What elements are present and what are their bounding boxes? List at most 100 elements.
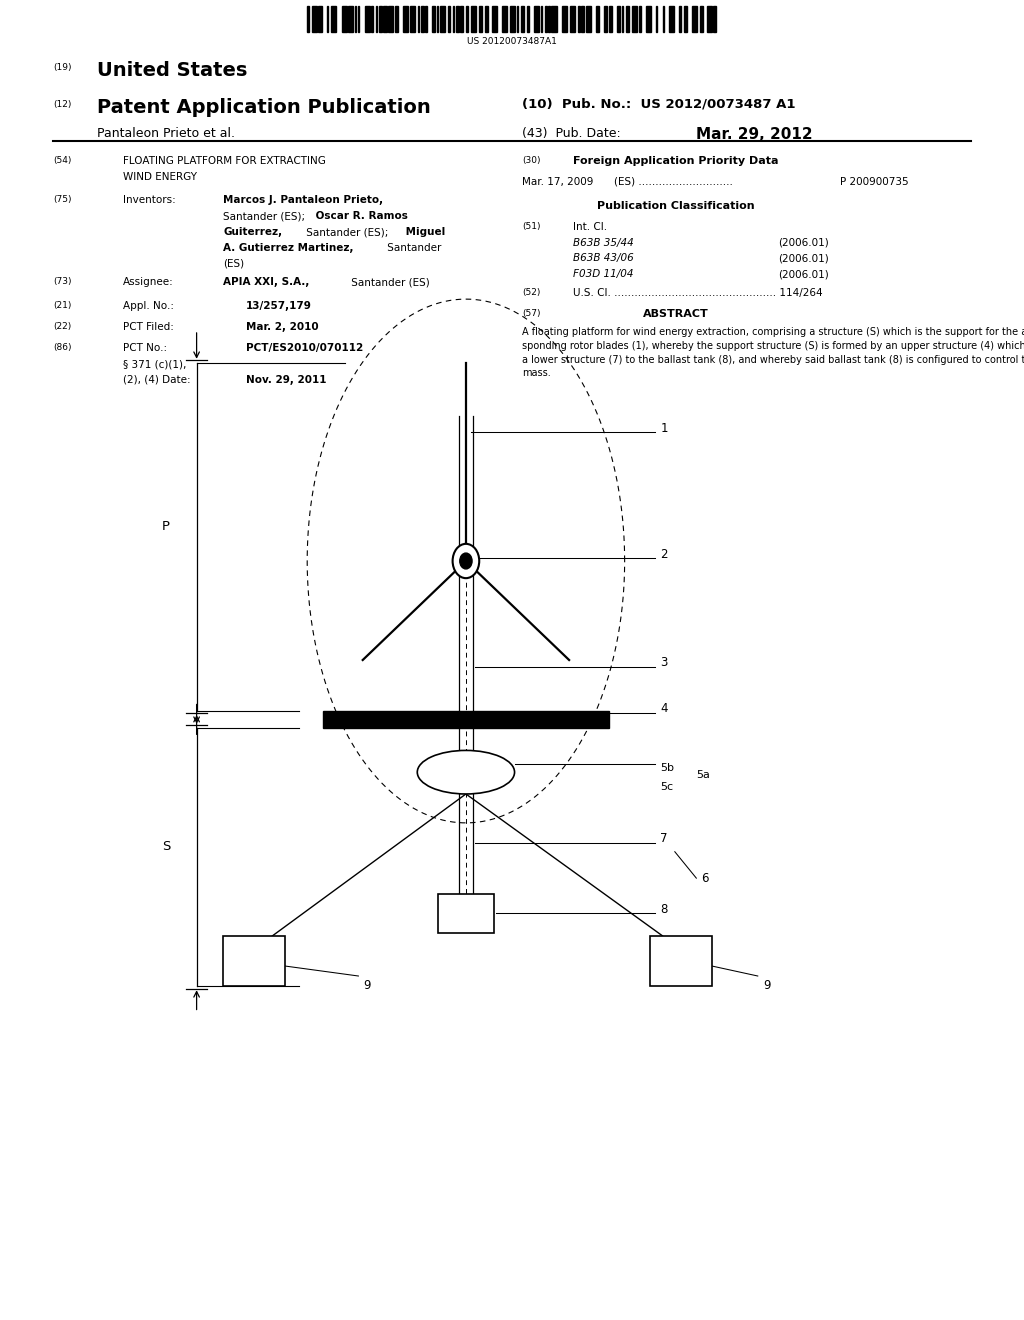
Text: (10)  Pub. No.:  US 2012/0073487 A1: (10) Pub. No.: US 2012/0073487 A1 (522, 98, 796, 111)
Bar (596, 5, 599, 32)
Bar (461, 5, 464, 32)
Ellipse shape (418, 750, 515, 795)
Bar (517, 5, 518, 32)
Bar (541, 5, 542, 32)
Text: Assignee:: Assignee: (123, 277, 174, 288)
Text: P 200900735: P 200900735 (840, 177, 908, 187)
Text: ABSTRACT: ABSTRACT (643, 309, 709, 319)
Bar (421, 5, 424, 32)
Text: S: S (162, 840, 170, 853)
Text: (19): (19) (53, 63, 72, 73)
Text: (ES): (ES) (223, 259, 245, 269)
Bar (332, 5, 336, 32)
Text: § 371 (c)(1),: § 371 (c)(1), (123, 359, 186, 370)
Bar (608, 5, 611, 32)
Text: Oscar R. Ramos: Oscar R. Ramos (312, 211, 409, 222)
Text: US 20120073487A1: US 20120073487A1 (467, 37, 557, 46)
Bar (492, 5, 497, 32)
Text: Patent Application Publication: Patent Application Publication (97, 98, 431, 116)
Text: (2), (4) Date:: (2), (4) Date: (123, 375, 190, 385)
Bar (453, 5, 455, 32)
Text: Santander (ES);: Santander (ES); (223, 211, 305, 222)
Bar (502, 5, 507, 32)
Bar (569, 5, 574, 32)
Bar (707, 5, 712, 32)
Bar (384, 5, 387, 32)
Bar (645, 5, 650, 32)
Bar (311, 5, 317, 32)
Text: 1: 1 (660, 422, 668, 434)
Text: Santander: Santander (384, 243, 441, 253)
Text: PCT No.:: PCT No.: (123, 343, 167, 354)
Bar (395, 5, 398, 32)
Bar (418, 5, 420, 32)
Bar (650, 936, 712, 986)
Bar (521, 5, 524, 32)
Text: (2006.01): (2006.01) (778, 269, 829, 280)
Bar (622, 5, 623, 32)
Bar (581, 5, 584, 32)
Text: Publication Classification: Publication Classification (597, 201, 755, 211)
Circle shape (460, 553, 472, 569)
Bar (551, 5, 556, 32)
Text: Guiterrez,: Guiterrez, (223, 227, 283, 238)
Text: Inventors:: Inventors: (123, 195, 176, 206)
Text: A. Gutierrez Martinez,: A. Gutierrez Martinez, (223, 243, 353, 253)
Bar (379, 5, 382, 32)
Bar (437, 5, 438, 32)
Text: (57): (57) (522, 309, 541, 318)
Bar (376, 5, 378, 32)
Text: PCT Filed:: PCT Filed: (123, 322, 174, 333)
Text: B63B 35/44: B63B 35/44 (573, 238, 634, 248)
Text: (73): (73) (53, 277, 72, 286)
Text: U.S. Cl. ................................................ 114/264: U.S. Cl. ...............................… (573, 288, 823, 298)
Bar (548, 5, 550, 32)
Bar (372, 5, 373, 32)
Text: 5a: 5a (696, 770, 711, 780)
Bar (578, 5, 580, 32)
Bar (327, 5, 328, 32)
Text: 7: 7 (660, 833, 668, 845)
Bar (692, 5, 697, 32)
Bar (318, 5, 322, 32)
Bar (485, 5, 488, 32)
Text: 4: 4 (660, 702, 668, 715)
Bar (348, 5, 353, 32)
Text: 9: 9 (763, 978, 770, 991)
Bar (510, 5, 515, 32)
Bar (223, 936, 285, 986)
Bar (410, 5, 415, 32)
Circle shape (453, 544, 479, 578)
Bar (535, 5, 539, 32)
Text: (51): (51) (522, 222, 541, 231)
Text: (86): (86) (53, 343, 72, 352)
Text: 8: 8 (660, 903, 668, 916)
Text: Marcos J. Pantaleon Prieto,: Marcos J. Pantaleon Prieto, (223, 195, 383, 206)
Text: FLOATING PLATFORM FOR EXTRACTING: FLOATING PLATFORM FOR EXTRACTING (123, 156, 326, 166)
Bar (655, 5, 657, 32)
Text: 9: 9 (364, 978, 371, 991)
Text: Santander (ES): Santander (ES) (348, 277, 430, 288)
Bar (323, 710, 609, 729)
Text: WIND ENERGY: WIND ENERGY (123, 172, 197, 182)
Text: Int. Cl.: Int. Cl. (573, 222, 607, 232)
Bar (365, 5, 370, 32)
Text: Nov. 29, 2011: Nov. 29, 2011 (246, 375, 327, 385)
Bar (679, 5, 681, 32)
Text: (75): (75) (53, 195, 72, 205)
Bar (449, 5, 450, 32)
Text: F03D 11/04: F03D 11/04 (573, 269, 634, 280)
Bar (471, 5, 476, 32)
Bar (639, 5, 640, 32)
Bar (440, 5, 445, 32)
Bar (358, 5, 359, 32)
Text: B63B 43/06: B63B 43/06 (573, 253, 634, 264)
Text: APIA XXI, S.A.,: APIA XXI, S.A., (223, 277, 309, 288)
Text: Mar. 29, 2012: Mar. 29, 2012 (696, 127, 813, 141)
Text: (2006.01): (2006.01) (778, 238, 829, 248)
Bar (479, 5, 482, 32)
Bar (545, 5, 547, 32)
Bar (426, 5, 427, 32)
Text: (ES) ............................: (ES) ............................ (614, 177, 733, 187)
Bar (527, 5, 528, 32)
